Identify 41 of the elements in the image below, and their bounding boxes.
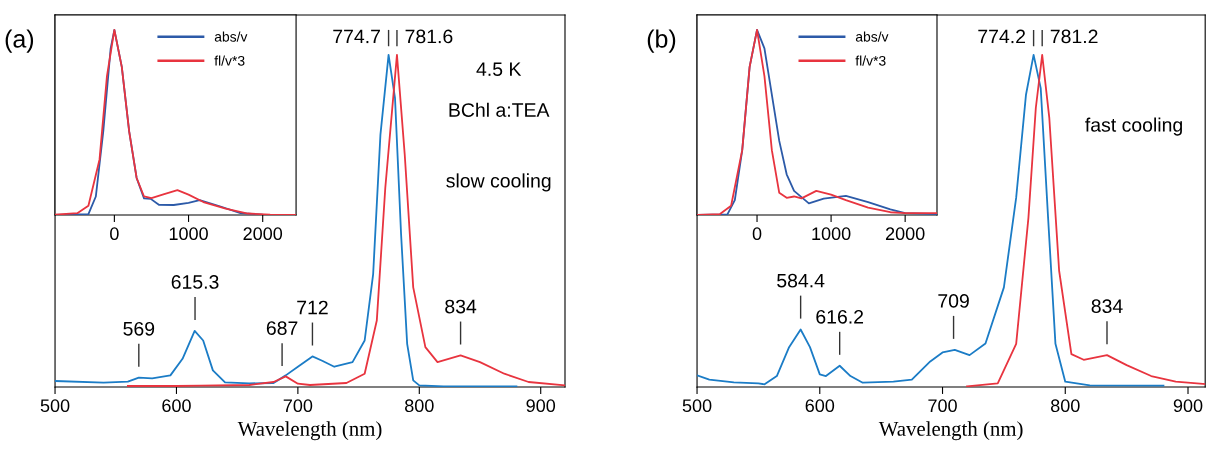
- annotation: 834: [1091, 299, 1123, 314]
- x-tick-label: 1000: [812, 227, 851, 241]
- x-tick-label: 500: [40, 399, 70, 413]
- x-tick-label: 700: [283, 399, 313, 413]
- x-tick-label: 2000: [243, 227, 283, 241]
- annotation: 781.6: [405, 29, 453, 44]
- annotation: 834: [445, 299, 477, 314]
- chart-title: (b): [647, 29, 676, 53]
- x-tick-label: 600: [805, 399, 835, 413]
- annotation: 616.2: [816, 309, 864, 324]
- x-tick-label: 700: [928, 399, 957, 413]
- x-tick-label: 900: [1173, 399, 1203, 413]
- annotation: BChl a:TEA: [449, 102, 550, 117]
- x-tick-label: 500: [682, 399, 712, 413]
- legend-label: fl/v*3: [855, 55, 886, 66]
- legend-label: fl/v*3: [214, 55, 245, 66]
- annotation: 774.7: [333, 29, 380, 44]
- annotation: 4.5 K: [476, 62, 522, 77]
- annotation: 774.2: [978, 29, 1025, 44]
- annotation: slow cooling: [446, 173, 551, 192]
- legend-label: abs/v: [855, 31, 889, 42]
- annotation: 709: [938, 293, 969, 308]
- x-tick-label: 2000: [885, 227, 925, 241]
- annotation: fast cooling: [1085, 117, 1182, 136]
- x-tick-label: 800: [1050, 399, 1080, 413]
- x-tick-label: 800: [405, 399, 434, 413]
- annotation: 687: [266, 321, 298, 335]
- annotation: 584.4: [777, 273, 825, 288]
- x-axis-title: Wavelength (nm): [237, 421, 382, 441]
- annotation: 712: [297, 300, 328, 315]
- x-tick-label: 1000: [169, 227, 208, 241]
- x-tick-label: 0: [752, 227, 762, 241]
- chart-title: (a): [5, 29, 34, 53]
- x-tick-label: 900: [526, 399, 556, 413]
- x-tick-label: 0: [110, 227, 119, 241]
- annotation: 781.2: [1050, 29, 1098, 44]
- annotation: 615.3: [171, 275, 219, 289]
- annotation: 569: [123, 321, 155, 336]
- x-axis-title: Wavelength (nm): [878, 421, 1023, 441]
- legend-label: abs/v: [214, 31, 248, 42]
- x-tick-label: 600: [162, 399, 191, 413]
